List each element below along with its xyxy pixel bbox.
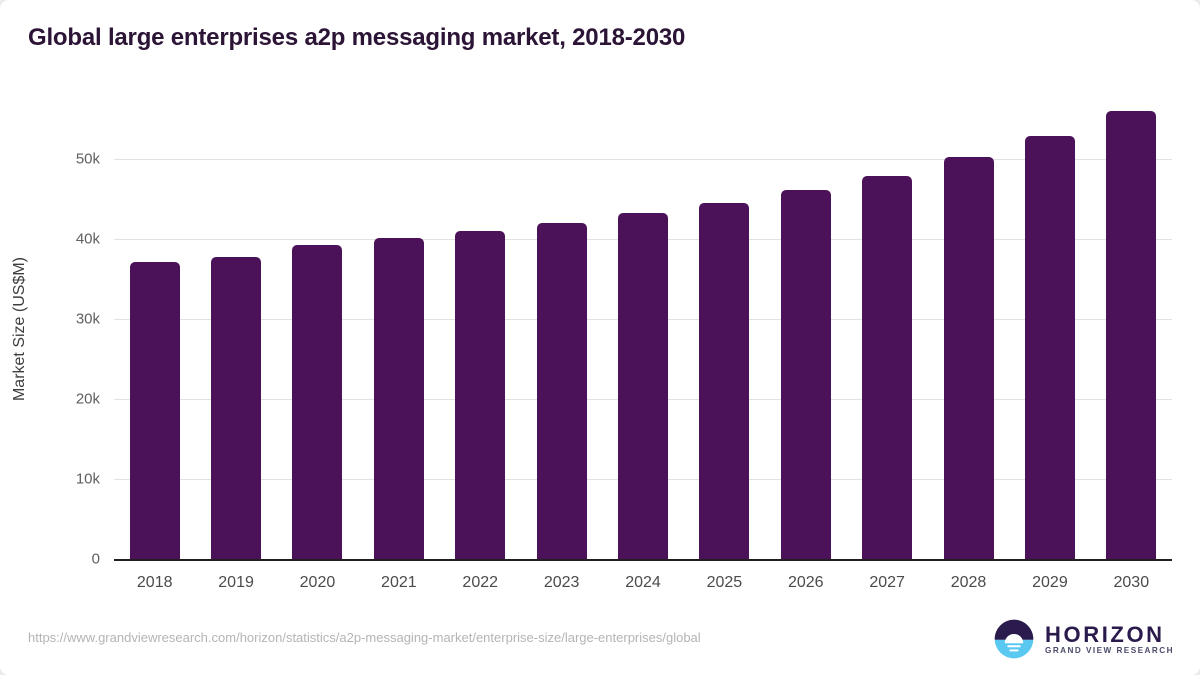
x-axis-tick-label-2022: 2022 [462, 574, 499, 591]
bar-2020[interactable] [292, 244, 343, 559]
x-axis-tick-label-2025: 2025 [706, 574, 743, 591]
bar-2021[interactable] [373, 238, 424, 559]
x-axis-tick-label-2027: 2027 [869, 574, 905, 591]
x-axis-tick-label-2026: 2026 [787, 574, 824, 591]
x-axis-tick-label-2028: 2028 [950, 574, 987, 591]
x-axis-tick-label-2030: 2030 [1113, 574, 1150, 591]
y-axis-title: Market Size (US$M) [11, 256, 28, 402]
bar-2030[interactable] [1106, 111, 1157, 559]
x-axis-line [114, 559, 1172, 561]
x-axis-tick-label-2021: 2021 [381, 574, 417, 591]
logo-text-block: HORIZON GRAND VIEW RESEARCH [1045, 623, 1174, 655]
bar-2029[interactable] [1024, 135, 1075, 559]
bar-2026[interactable] [780, 190, 831, 559]
x-axis-tick-label-2029: 2029 [1032, 574, 1068, 591]
logo-tagline: GRAND VIEW RESEARCH [1045, 646, 1174, 656]
gridline [114, 159, 1172, 160]
horizon-sun-circle-icon [994, 619, 1034, 659]
bar-2027[interactable] [862, 175, 913, 559]
x-axis-tick-label-2020: 2020 [299, 574, 336, 591]
bar-2019[interactable] [211, 256, 262, 559]
page-title: Global large enterprises a2p messaging m… [28, 24, 686, 51]
bar-2022[interactable] [455, 231, 506, 559]
bar-2028[interactable] [943, 157, 994, 559]
horizon-logo: HORIZON GRAND VIEW RESEARCH [993, 616, 1174, 662]
plot-area [114, 111, 1172, 559]
x-axis-tick-label-2023: 2023 [543, 574, 580, 591]
bar-2023[interactable] [536, 223, 587, 559]
bar-2024[interactable] [618, 212, 668, 559]
bar-2018[interactable] [129, 262, 180, 559]
y-axis-tick-label: 0 [91, 550, 100, 568]
logo-wordmark: HORIZON [1045, 621, 1165, 647]
bar-2025[interactable] [699, 203, 750, 559]
source-url: https://www.grandviewresearch.com/horizo… [28, 630, 701, 645]
x-axis-tick-label-2018: 2018 [136, 574, 173, 591]
x-axis-tick-label-2019: 2019 [218, 574, 254, 591]
x-axis-tick-label-2024: 2024 [625, 574, 661, 591]
